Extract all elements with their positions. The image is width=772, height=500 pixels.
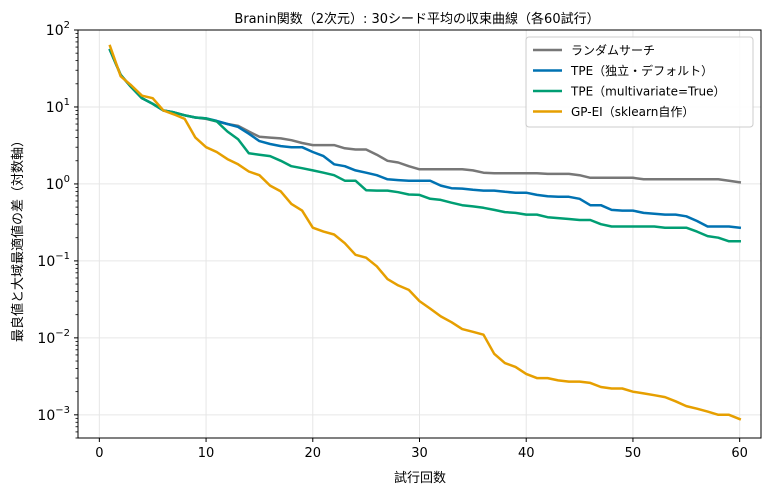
x-tick-label: 10 bbox=[198, 446, 215, 461]
x-tick-label: 60 bbox=[731, 446, 748, 461]
x-tick-label: 30 bbox=[411, 446, 428, 461]
legend-label-3: GP-EI（sklearn自作） bbox=[571, 105, 694, 119]
y-tick-label: 10−1 bbox=[37, 251, 70, 270]
x-axis-ticks: 0 10 20 30 40 50 60 bbox=[95, 438, 748, 461]
legend-label-2: TPE（multivariate=True） bbox=[570, 85, 726, 99]
series-line-3 bbox=[108, 44, 742, 421]
y-tick-label: 100 bbox=[46, 174, 70, 193]
y-tick-label: 101 bbox=[46, 97, 70, 116]
y-tick-label: 102 bbox=[46, 20, 70, 39]
chart-title: Branin関数（2次元）: 30シード平均の収束曲線（各60試行） bbox=[234, 11, 599, 27]
x-tick-label: 40 bbox=[518, 446, 535, 461]
x-axis-label: 試行回数 bbox=[394, 470, 446, 486]
x-tick-label: 50 bbox=[625, 446, 642, 461]
legend-label-1: TPE（独立・デフォルト） bbox=[570, 63, 713, 78]
series-lines bbox=[108, 44, 742, 421]
y-axis-label: 最良値と大域最適値の差（対数軸） bbox=[10, 134, 26, 342]
x-tick-label: 0 bbox=[95, 446, 103, 461]
series-line-2 bbox=[108, 48, 741, 243]
legend: ランダムサーチ TPE（独立・デフォルト） TPE（multivariate=Tru… bbox=[525, 36, 754, 128]
y-axis-ticks: 102 101 100 10−1 10−2 10−3 bbox=[37, 20, 78, 439]
x-tick-label: 20 bbox=[305, 446, 322, 461]
legend-box bbox=[525, 36, 754, 128]
y-tick-label: 10−3 bbox=[37, 405, 70, 424]
y-tick-label: 10−2 bbox=[37, 328, 70, 347]
legend-label-0: ランダムサーチ bbox=[571, 43, 655, 58]
